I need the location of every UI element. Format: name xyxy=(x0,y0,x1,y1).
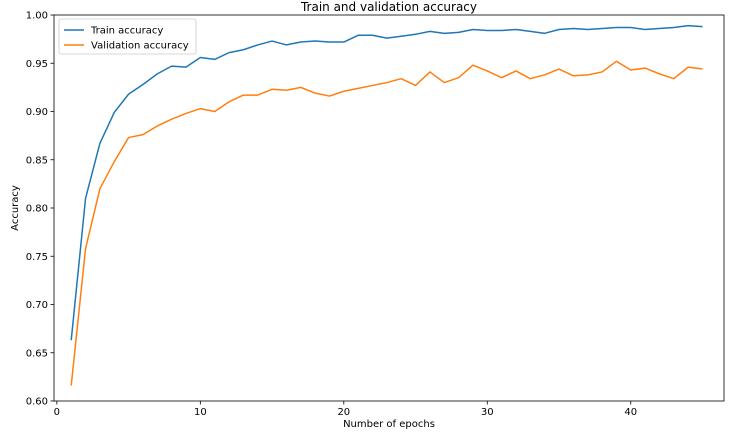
y-tick-label: 0.85 xyxy=(26,155,48,166)
series-line-train xyxy=(70,24,703,341)
x-axis-label: Number of epochs xyxy=(343,419,435,430)
legend-label-validation: Validation accuracy xyxy=(91,41,189,52)
x-tick-label: 40 xyxy=(624,407,637,418)
y-tick-label: 1.00 xyxy=(26,11,48,22)
plot-frame xyxy=(53,14,725,402)
y-axis-label: Accuracy xyxy=(10,185,21,231)
y-tick-label: 0.80 xyxy=(26,204,48,215)
legend-label-train: Train accuracy xyxy=(90,26,163,37)
legend-box xyxy=(58,18,197,55)
y-tick-label: 0.95 xyxy=(26,59,48,70)
x-tick-label: 20 xyxy=(337,407,350,418)
x-tick-label: 10 xyxy=(194,407,207,418)
y-tick-label: 0.90 xyxy=(26,107,48,118)
x-tick-label: 30 xyxy=(481,407,494,418)
y-tick-label: 0.70 xyxy=(26,300,48,311)
y-tick-label: 0.60 xyxy=(26,397,48,408)
y-tick-label: 0.65 xyxy=(26,348,48,359)
legend: Train accuracy Validation accuracy xyxy=(58,18,197,55)
plot-layer xyxy=(70,24,703,386)
y-tick-label: 0.75 xyxy=(26,252,48,263)
axes-layer: 0 10 20 30 40 0.60 0.65 0.70 0.75 0.80 0.85 0.90 0.9… xyxy=(26,11,725,418)
x-tick-label: 0 xyxy=(54,407,60,418)
chart-title: Train and validation accuracy xyxy=(300,0,477,14)
series-line-validation xyxy=(70,60,703,386)
